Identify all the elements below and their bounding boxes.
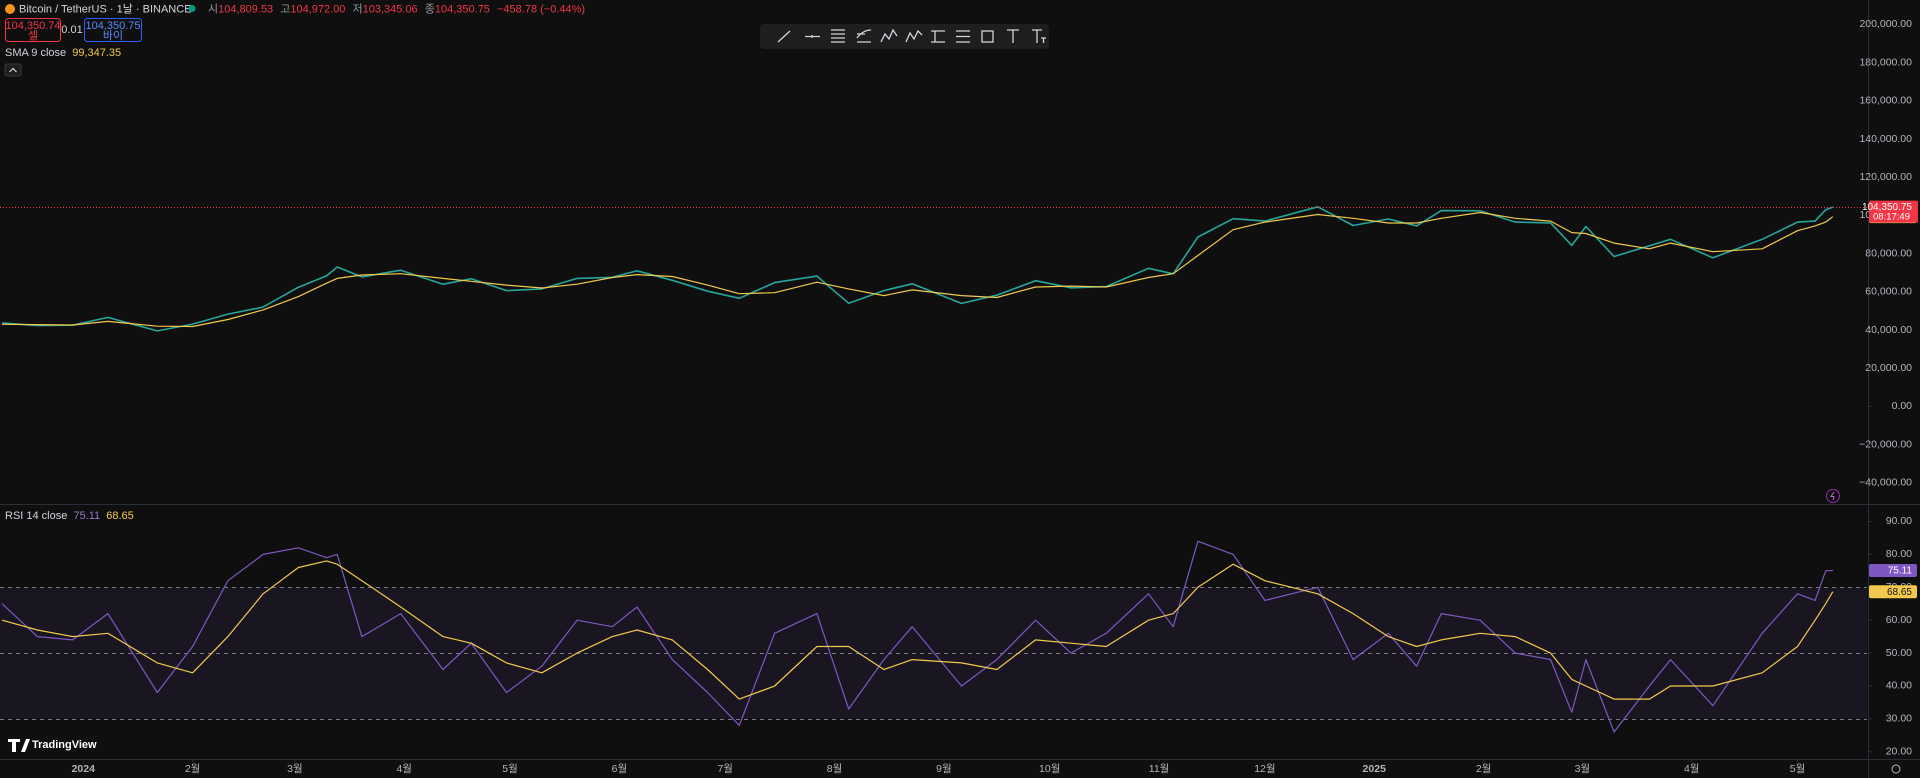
spread: 0.01 [61, 24, 82, 36]
x-tick-label: 3월 [287, 763, 303, 775]
tool-long[interactable] [931, 30, 945, 43]
tool-range[interactable] [956, 30, 970, 43]
ohlc-value: 104,972.00 [290, 3, 345, 15]
settings-icon[interactable] [1891, 764, 1901, 774]
y-tick-label: 80,000.00 [1865, 247, 1912, 259]
buy-button[interactable] [84, 18, 142, 42]
symbol-icon[interactable] [5, 4, 15, 14]
tool-rect[interactable] [981, 30, 994, 43]
ohlc-label: 저 [353, 2, 363, 15]
x-tick-label: 2월 [1476, 763, 1492, 775]
y-tick-label: 40,000.00 [1865, 324, 1912, 336]
y-tick-label: 20,000.00 [1865, 362, 1912, 374]
x-tick-label: 2024 [72, 763, 96, 775]
collapse-icon [9, 67, 17, 73]
x-tick-label: 4월 [1684, 763, 1700, 775]
y-tick-label: 0.00 [1892, 400, 1913, 412]
ohlc-label: 시 [208, 3, 218, 15]
sma-name: SMA 9 close [5, 47, 66, 59]
alert-bolt [1830, 491, 1835, 501]
y-tick-label: 60.00 [1886, 614, 1912, 626]
y-tick-label: 30.00 [1886, 713, 1912, 725]
y-tick-label: 160,000.00 [1859, 95, 1912, 107]
drawing-toolbar [760, 24, 1049, 49]
sell-button[interactable] [5, 18, 61, 42]
x-tick-label: 5월 [502, 763, 518, 775]
y-tick-label: −40,000.00 [1859, 477, 1912, 489]
rsi-name: RSI 14 close [5, 510, 67, 522]
x-tick-label: 8월 [827, 763, 843, 775]
x-tick-label: 2025 [1363, 763, 1387, 775]
sell-label[interactable]: 셀 [28, 29, 38, 42]
ohlc-label: 종 [425, 3, 435, 15]
x-tick-label: 6월 [612, 763, 628, 775]
market-status[interactable] [188, 5, 196, 12]
x-tick-label: 3월 [1575, 763, 1591, 775]
ohlc-value: 104,809.53 [218, 3, 273, 15]
y-tick-label: 20.00 [1886, 746, 1912, 758]
tool-elliott[interactable] [905, 29, 923, 43]
rsi-ma-value: 68.65 [106, 510, 134, 522]
tool-trend-line[interactable] [777, 30, 791, 43]
series-line [1, 540, 1833, 733]
symbol-title[interactable]: Bitcoin / TetherUS · 1날 · BINANCE [19, 2, 192, 15]
ohlc-value: 104,350.75 [435, 3, 490, 15]
y-tick-label: 60,000.00 [1865, 286, 1912, 298]
tool-pitchfork[interactable] [856, 29, 872, 43]
last-price-label: 104,350.75 [1862, 202, 1912, 213]
x-tick-label: 7월 [717, 763, 733, 775]
y-tick-label: 90.00 [1886, 515, 1912, 527]
last-value-badge [1869, 585, 1917, 599]
buy-label[interactable]: 바이 [103, 29, 123, 42]
y-tick-label: 50.00 [1886, 647, 1912, 659]
sma-legend[interactable]: SMA 9 close 99,347.35 [5, 47, 121, 59]
logo-mark [8, 739, 30, 752]
tool-text[interactable] [1007, 29, 1019, 43]
y-tick-label: −20,000.00 [1859, 438, 1912, 450]
buy-price[interactable]: 104,350.75 [85, 20, 140, 32]
last-value-label: 68.65 [1887, 587, 1912, 598]
sma-value: 99,347.35 [72, 47, 121, 59]
plot-area [0, 206, 1867, 733]
y-tick-label: 120,000.00 [1859, 171, 1912, 183]
x-tick-label: 2월 [185, 763, 201, 775]
logo: TradingView [32, 739, 97, 751]
y-tick-label: 40.00 [1886, 680, 1912, 692]
sell-price[interactable]: 104,350.74 [5, 20, 60, 32]
x-tick-label: 11월 [1149, 763, 1170, 775]
tool-fib[interactable] [831, 29, 845, 43]
x-tick-label: 12월 [1254, 763, 1275, 775]
y-tick-label: 80.00 [1886, 548, 1912, 560]
y-tick-label: 140,000.00 [1859, 133, 1912, 145]
series-line [1, 560, 1834, 700]
x-tick-label: 10월 [1039, 763, 1060, 775]
alert-icon[interactable] [1826, 489, 1840, 503]
y-tick-label: 180,000.00 [1859, 56, 1912, 68]
last-value-badge [1869, 563, 1917, 577]
x-tick-label: 9월 [936, 763, 952, 775]
collapse-button[interactable] [4, 63, 22, 77]
tool-text-note[interactable] [1032, 29, 1046, 43]
x-tick-label: 5월 [1790, 763, 1806, 775]
x-tick-label: 4월 [396, 763, 412, 775]
countdown: 08:17:49 [1873, 212, 1910, 223]
ohlc-label: 고 [280, 3, 290, 15]
change: −458.78 (−0.44%) [497, 3, 585, 15]
y-tick-label: 200,000.00 [1859, 18, 1912, 30]
rsi-legend[interactable]: RSI 14 close 75.11 68.65 [5, 510, 134, 522]
last-price-badge [1869, 200, 1918, 223]
ohlc-value: 103,345.06 [363, 3, 418, 15]
series-line [2, 211, 1834, 328]
tool-horizontal-ray[interactable] [805, 35, 820, 38]
tool-pattern[interactable] [880, 28, 898, 43]
last-value-label: 75.11 [1888, 566, 1913, 577]
rsi-value: 75.11 [73, 510, 100, 522]
ohlc: 시104,809.53 고104,972.00 저103,345.06 종104… [208, 2, 585, 15]
toolbar-bg [760, 24, 1049, 49]
